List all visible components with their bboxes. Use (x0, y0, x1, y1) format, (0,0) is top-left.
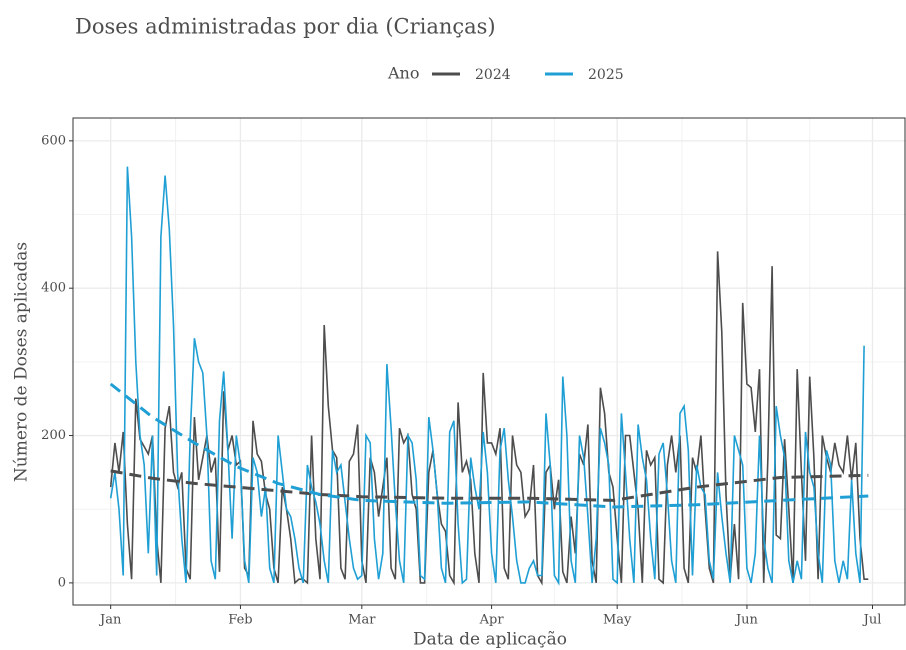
x-tick-label: Jan (98, 613, 122, 628)
y-tick-label: 600 (41, 133, 66, 148)
x-tick-label: Jul (862, 613, 882, 628)
y-tick-label: 400 (41, 281, 66, 296)
y-tick-label: 200 (41, 428, 66, 443)
panel-border (72, 117, 906, 606)
series-line (109, 251, 869, 586)
series-line (109, 166, 865, 586)
x-tick-label: Apr (479, 613, 505, 628)
y-tick-label: 0 (58, 575, 66, 590)
legend-label: 2024 (475, 67, 511, 83)
trend-line (109, 382, 869, 509)
legend-title: Ano (387, 64, 420, 83)
legend-label: 2025 (588, 67, 624, 83)
x-axis-label: Data de aplicação (413, 630, 567, 650)
x-tick-label: Feb (228, 613, 252, 628)
x-tick-label: May (603, 613, 632, 628)
x-tick-label: Jun (734, 613, 759, 628)
chart-title: Doses administradas por dia (Crianças) (75, 15, 496, 39)
trend-line (110, 469, 869, 502)
x-tick-label: Mar (348, 613, 376, 628)
y-axis-label: Número de Doses aplicadas (12, 242, 32, 482)
